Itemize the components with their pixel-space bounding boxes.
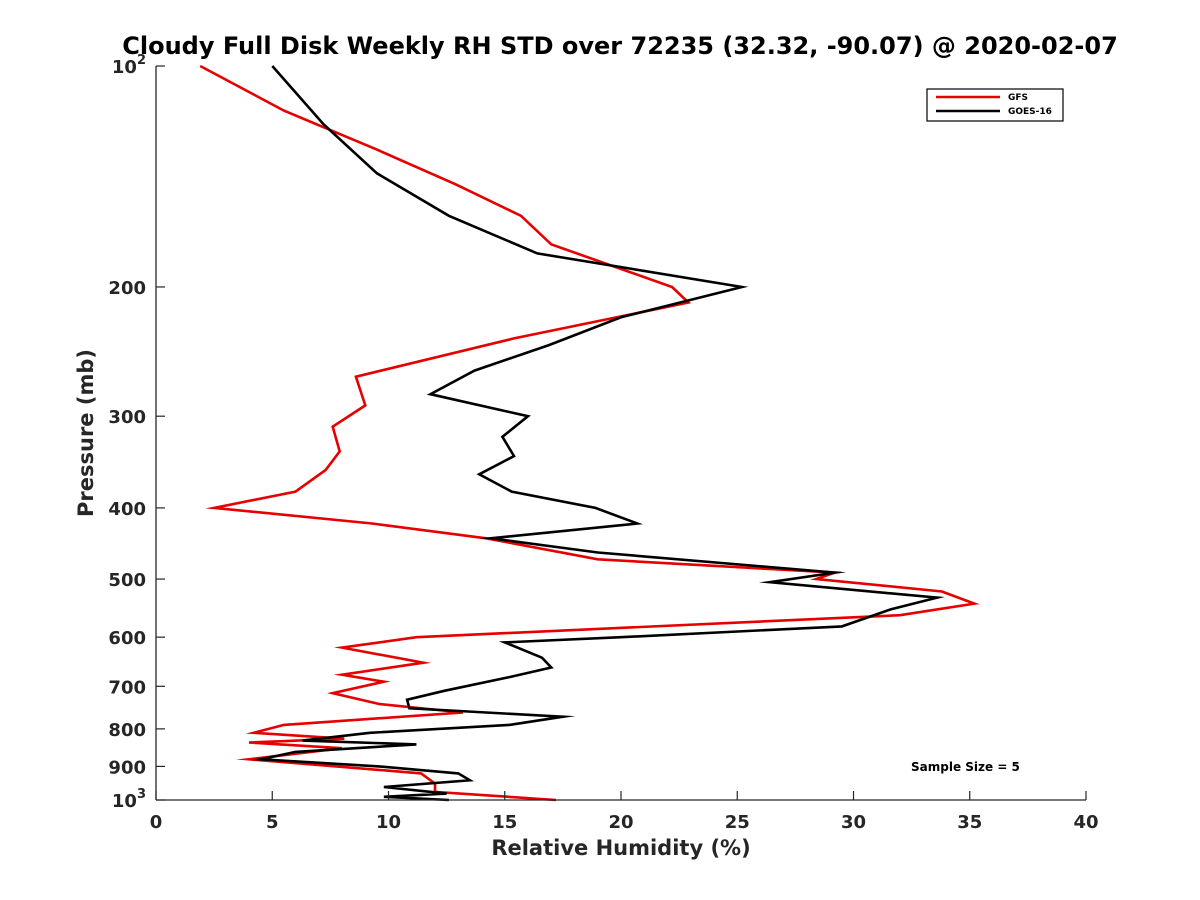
- y-tick-base: 900: [108, 757, 146, 778]
- series-line-goes16: [250, 65, 945, 802]
- y-axis-label: Pressure (mb): [74, 349, 98, 517]
- y-tick-base: 800: [108, 720, 146, 741]
- y-tick-label: 800: [108, 720, 146, 741]
- series-layer: [199, 64, 980, 802]
- x-tick-label: 20: [608, 812, 633, 833]
- y-tick-base: 300: [108, 407, 146, 428]
- y-tick-base: 500: [108, 570, 146, 591]
- x-tick-label: 10: [376, 812, 401, 833]
- x-tick-label: 15: [492, 812, 517, 833]
- legend-label-gfs: GFS: [1008, 93, 1028, 103]
- y-tick-label: 700: [108, 677, 146, 698]
- y-tick-exponent: 3: [137, 787, 146, 802]
- y-tick-base: 10: [112, 791, 137, 812]
- legend-box: [926, 88, 1064, 122]
- plot-area: [156, 66, 1086, 800]
- y-tick-label: 102: [112, 53, 146, 78]
- y-tick-base: 600: [108, 628, 146, 649]
- y-tick-base: 400: [108, 499, 146, 520]
- y-tick-label: 600: [108, 628, 146, 649]
- y-tick-label: 500: [108, 570, 146, 591]
- y-tick-label: 200: [108, 278, 146, 299]
- y-tick-exponent: 2: [137, 53, 146, 68]
- sample-size-annotation: Sample Size = 5: [911, 760, 1020, 774]
- x-tick-label: 5: [266, 812, 279, 833]
- x-tick-label: 25: [725, 812, 750, 833]
- x-tick-label: 0: [150, 812, 163, 833]
- x-axis-ticks: 0 5 10 15 20 25 30 35 40: [150, 791, 1099, 833]
- y-tick-base: 200: [108, 278, 146, 299]
- legend: GFS GOES-16: [926, 88, 1064, 122]
- y-tick-label: 103: [112, 787, 146, 812]
- x-tick-label: 30: [841, 812, 866, 833]
- x-tick-label: 40: [1073, 812, 1098, 833]
- y-tick-label: 900: [108, 757, 146, 778]
- x-axis-label: Relative Humidity (%): [491, 836, 750, 860]
- y-tick-label: 300: [108, 407, 146, 428]
- chart-title: Cloudy Full Disk Weekly RH STD over 7223…: [122, 32, 1118, 60]
- y-tick-base: 10: [112, 57, 137, 78]
- x-tick-label: 35: [957, 812, 982, 833]
- y-tick-label: 400: [108, 499, 146, 520]
- y-tick-base: 700: [108, 677, 146, 698]
- legend-label-goes16: GOES-16: [1008, 107, 1052, 117]
